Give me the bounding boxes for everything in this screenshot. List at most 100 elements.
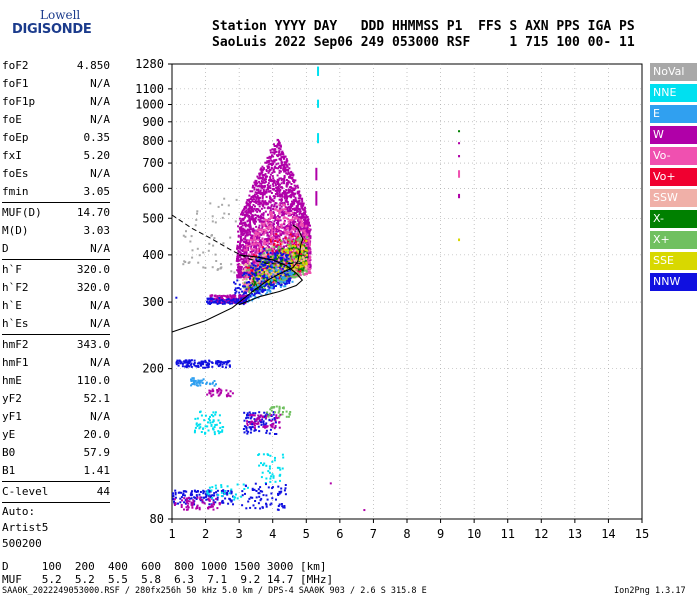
echo-point	[261, 288, 264, 291]
echo-point	[297, 197, 300, 200]
echo-point	[262, 185, 265, 188]
echo-point	[269, 198, 272, 201]
echo-point	[261, 197, 264, 200]
echo-point	[293, 207, 296, 210]
echo-point	[305, 219, 308, 222]
echo-point	[281, 156, 284, 159]
echo-point	[242, 219, 245, 222]
echo-point	[253, 254, 256, 257]
echo-point	[302, 243, 305, 245]
echo-point	[261, 174, 264, 177]
echo-point	[250, 294, 253, 297]
echo-point	[270, 211, 273, 214]
echo-point	[280, 198, 283, 201]
echo-point	[301, 269, 304, 272]
echo-point	[303, 234, 306, 237]
echo-point	[284, 170, 287, 173]
echo-point	[273, 159, 276, 162]
echo-point	[237, 235, 240, 238]
scaled-parameters-panel: foF2 4.850 foF1 N/A foF1p N/A foE N/A foEp 0.35 fx…	[2, 57, 110, 552]
echo-point	[217, 298, 220, 301]
echo-point	[283, 175, 286, 177]
echo-point	[236, 263, 239, 266]
echo-point	[289, 220, 292, 223]
echo-point	[268, 286, 271, 289]
echo-point	[258, 240, 261, 243]
param-label: h`F2	[2, 281, 29, 294]
echo-point	[304, 239, 306, 242]
echo-point	[262, 188, 265, 191]
echo-point	[268, 246, 271, 249]
echo-point	[255, 252, 258, 255]
echo-point	[266, 240, 269, 243]
echo-point	[241, 262, 244, 265]
echo-point	[294, 264, 297, 267]
echo-point	[281, 254, 283, 256]
echo-point	[215, 360, 218, 363]
echo-point	[300, 222, 303, 225]
echo-point	[254, 272, 257, 275]
echo-point	[278, 282, 281, 285]
echo-point	[278, 177, 281, 180]
echo-point	[202, 251, 205, 254]
echo-point	[261, 193, 264, 196]
param-label: foEp	[2, 131, 29, 144]
echo-point	[264, 231, 267, 234]
echo-point	[214, 253, 217, 256]
echo-point	[219, 267, 222, 270]
echo-point	[258, 259, 261, 261]
echo-point	[249, 211, 252, 214]
echo-point	[293, 217, 296, 220]
echo-point	[275, 180, 278, 183]
echo-point	[283, 229, 286, 232]
echo-point	[263, 229, 266, 231]
echo-point	[251, 299, 254, 302]
echo-point	[268, 206, 271, 209]
echo-point	[303, 218, 306, 221]
echo-point	[260, 184, 263, 187]
param-row: h`F 320.0	[2, 261, 110, 279]
echo-point	[217, 301, 220, 303]
echo-point	[242, 275, 245, 278]
echo-point	[270, 269, 273, 272]
echo-point	[272, 205, 275, 208]
echo-point	[287, 247, 290, 249]
echo-point	[264, 289, 267, 291]
echo-point	[248, 219, 251, 222]
echo-point	[269, 255, 272, 258]
echo-point	[303, 209, 306, 211]
echo-point	[304, 260, 307, 263]
scaler-info-line2: Artist5	[2, 521, 49, 534]
echo-point	[253, 282, 256, 285]
echo-point	[286, 168, 289, 171]
echo-point	[258, 174, 261, 177]
echo-point	[247, 211, 250, 214]
echo-point	[278, 239, 281, 241]
echo-point	[253, 181, 256, 184]
echo-point	[265, 242, 268, 244]
echo-point	[301, 225, 304, 227]
param-label: MUF(D)	[2, 206, 42, 219]
echo-point	[232, 298, 235, 301]
echo-point	[257, 287, 260, 290]
echo-point	[214, 221, 217, 224]
echo-point	[298, 270, 300, 273]
echo-point	[286, 225, 289, 228]
echo-point	[241, 213, 244, 216]
echo-point	[256, 196, 259, 199]
echo-point	[273, 285, 275, 288]
echo-point	[246, 228, 249, 231]
echo-point	[271, 175, 274, 178]
echo-point	[269, 238, 272, 241]
echo-point	[272, 199, 275, 202]
echo-point	[283, 179, 286, 182]
echo-point	[278, 226, 281, 228]
echo-point	[309, 228, 312, 231]
echo-point	[241, 270, 244, 272]
echo-point	[269, 197, 272, 200]
echo-point	[276, 283, 279, 286]
echo-point	[279, 241, 282, 244]
echo-point	[222, 294, 225, 297]
echo-point	[252, 267, 254, 270]
echo-point	[248, 287, 251, 290]
